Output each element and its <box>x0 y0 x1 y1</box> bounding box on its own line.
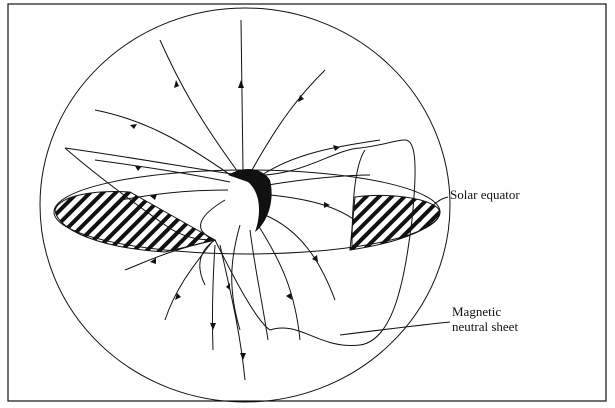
hatch-left <box>54 191 217 253</box>
neutral-sheet <box>64 139 416 347</box>
label-neutral-sheet: neutral sheet <box>452 319 518 334</box>
leader-sheet <box>339 321 451 336</box>
label-magnetic: Magnetic <box>452 304 501 319</box>
hatch-right <box>349 194 441 251</box>
sphere <box>39 7 451 403</box>
arrowheads <box>130 80 340 360</box>
sun <box>228 168 272 232</box>
frame <box>7 3 607 402</box>
label-solar-equator: Solar equator <box>450 187 520 202</box>
leader-equator <box>419 196 449 223</box>
